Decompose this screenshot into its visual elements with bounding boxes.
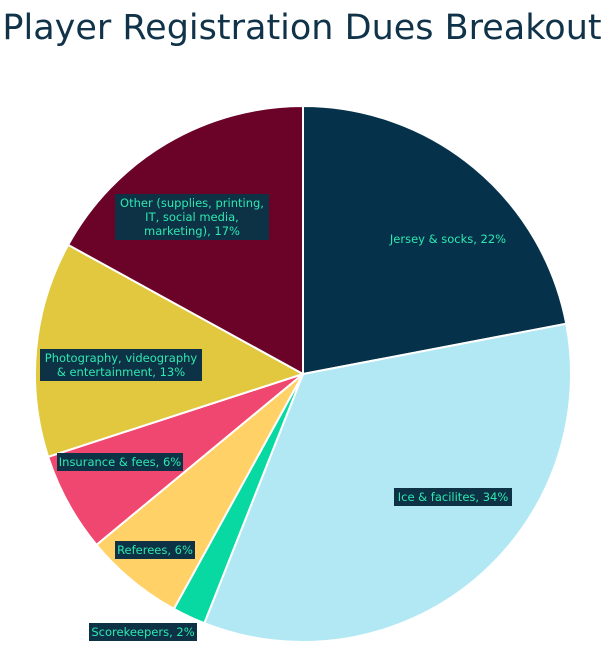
pie-labels: Jersey & socks, 22% Ice & facilites, 34% S… — [40, 194, 512, 641]
pie-label-3: Referees, 6% — [115, 541, 195, 559]
pie-label-0: Jersey & socks, 22% — [389, 232, 506, 246]
pie-label-text-1: Ice & facilites, 34% — [398, 490, 509, 504]
pie-label-2: Scorekeepers, 2% — [89, 623, 197, 641]
pie-label-text-0: Jersey & socks, 22% — [389, 232, 506, 246]
pie-label-text-4: Insurance & fees, 6% — [59, 455, 182, 469]
pie-label-5: Photography, videography & entertainment,… — [40, 349, 202, 381]
pie-slice-1 — [203, 322, 572, 643]
pie-label-4: Insurance & fees, 6% — [57, 453, 183, 471]
chart-title: Player Registration Dues Breakout — [2, 8, 602, 48]
pie-label-1: Ice & facilites, 34% — [394, 488, 512, 506]
pie-slices — [34, 104, 572, 643]
pie-slice-0 — [302, 104, 568, 376]
pie-label-text-2: Scorekeepers, 2% — [91, 625, 194, 639]
pie-label-text-5: Photography, videography & entertainment,… — [45, 351, 198, 379]
pie-label-text-6: Other (supplies, printing, IT, social med… — [120, 196, 264, 238]
pie-label-text-3: Referees, 6% — [117, 543, 193, 557]
pie-label-6: Other (supplies, printing, IT, social med… — [115, 194, 269, 240]
